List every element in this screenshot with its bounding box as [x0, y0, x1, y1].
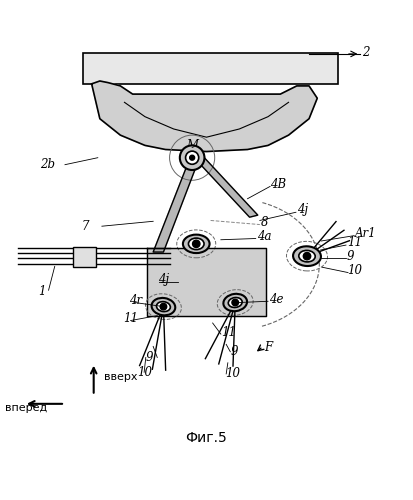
Circle shape — [303, 252, 311, 260]
Ellipse shape — [299, 250, 315, 262]
Text: 8: 8 — [261, 216, 268, 228]
Circle shape — [160, 304, 167, 310]
Ellipse shape — [293, 246, 321, 266]
Polygon shape — [147, 248, 266, 316]
Text: 9: 9 — [146, 351, 153, 364]
Text: 1: 1 — [38, 284, 46, 298]
Text: 2: 2 — [361, 46, 369, 59]
Ellipse shape — [223, 294, 247, 311]
Text: 4r: 4r — [129, 294, 142, 306]
Text: 4e: 4e — [269, 292, 283, 306]
Polygon shape — [92, 81, 317, 152]
Text: вверх: вверх — [104, 372, 138, 382]
Ellipse shape — [228, 298, 242, 308]
Text: 11: 11 — [123, 312, 139, 326]
Text: 7: 7 — [81, 220, 89, 232]
Ellipse shape — [188, 238, 204, 250]
Ellipse shape — [157, 302, 171, 312]
Circle shape — [232, 299, 238, 306]
Text: 11: 11 — [221, 326, 236, 340]
Text: F: F — [264, 341, 272, 354]
Circle shape — [180, 146, 204, 170]
Text: Фиг.5: Фиг.5 — [185, 431, 228, 445]
Circle shape — [190, 155, 195, 160]
Text: M: M — [186, 139, 198, 152]
Polygon shape — [153, 158, 199, 252]
Text: 4a: 4a — [256, 230, 271, 243]
Text: вперед: вперед — [5, 403, 47, 413]
Text: 11: 11 — [347, 236, 362, 249]
Ellipse shape — [183, 234, 209, 253]
Text: 4B: 4B — [270, 178, 286, 191]
Text: 4j: 4j — [158, 273, 169, 286]
Ellipse shape — [152, 298, 175, 316]
Polygon shape — [194, 156, 258, 217]
Circle shape — [185, 151, 199, 164]
Text: 9: 9 — [347, 250, 354, 262]
Bar — [73, 246, 96, 267]
Text: 10: 10 — [347, 264, 362, 277]
Text: 10: 10 — [225, 368, 240, 380]
Text: 9: 9 — [230, 345, 238, 358]
Text: 4j: 4j — [297, 204, 308, 216]
Circle shape — [192, 240, 200, 248]
Text: Ar1: Ar1 — [355, 227, 377, 240]
Text: 2b: 2b — [40, 158, 55, 171]
Text: 10: 10 — [137, 366, 152, 378]
Bar — [83, 53, 338, 84]
